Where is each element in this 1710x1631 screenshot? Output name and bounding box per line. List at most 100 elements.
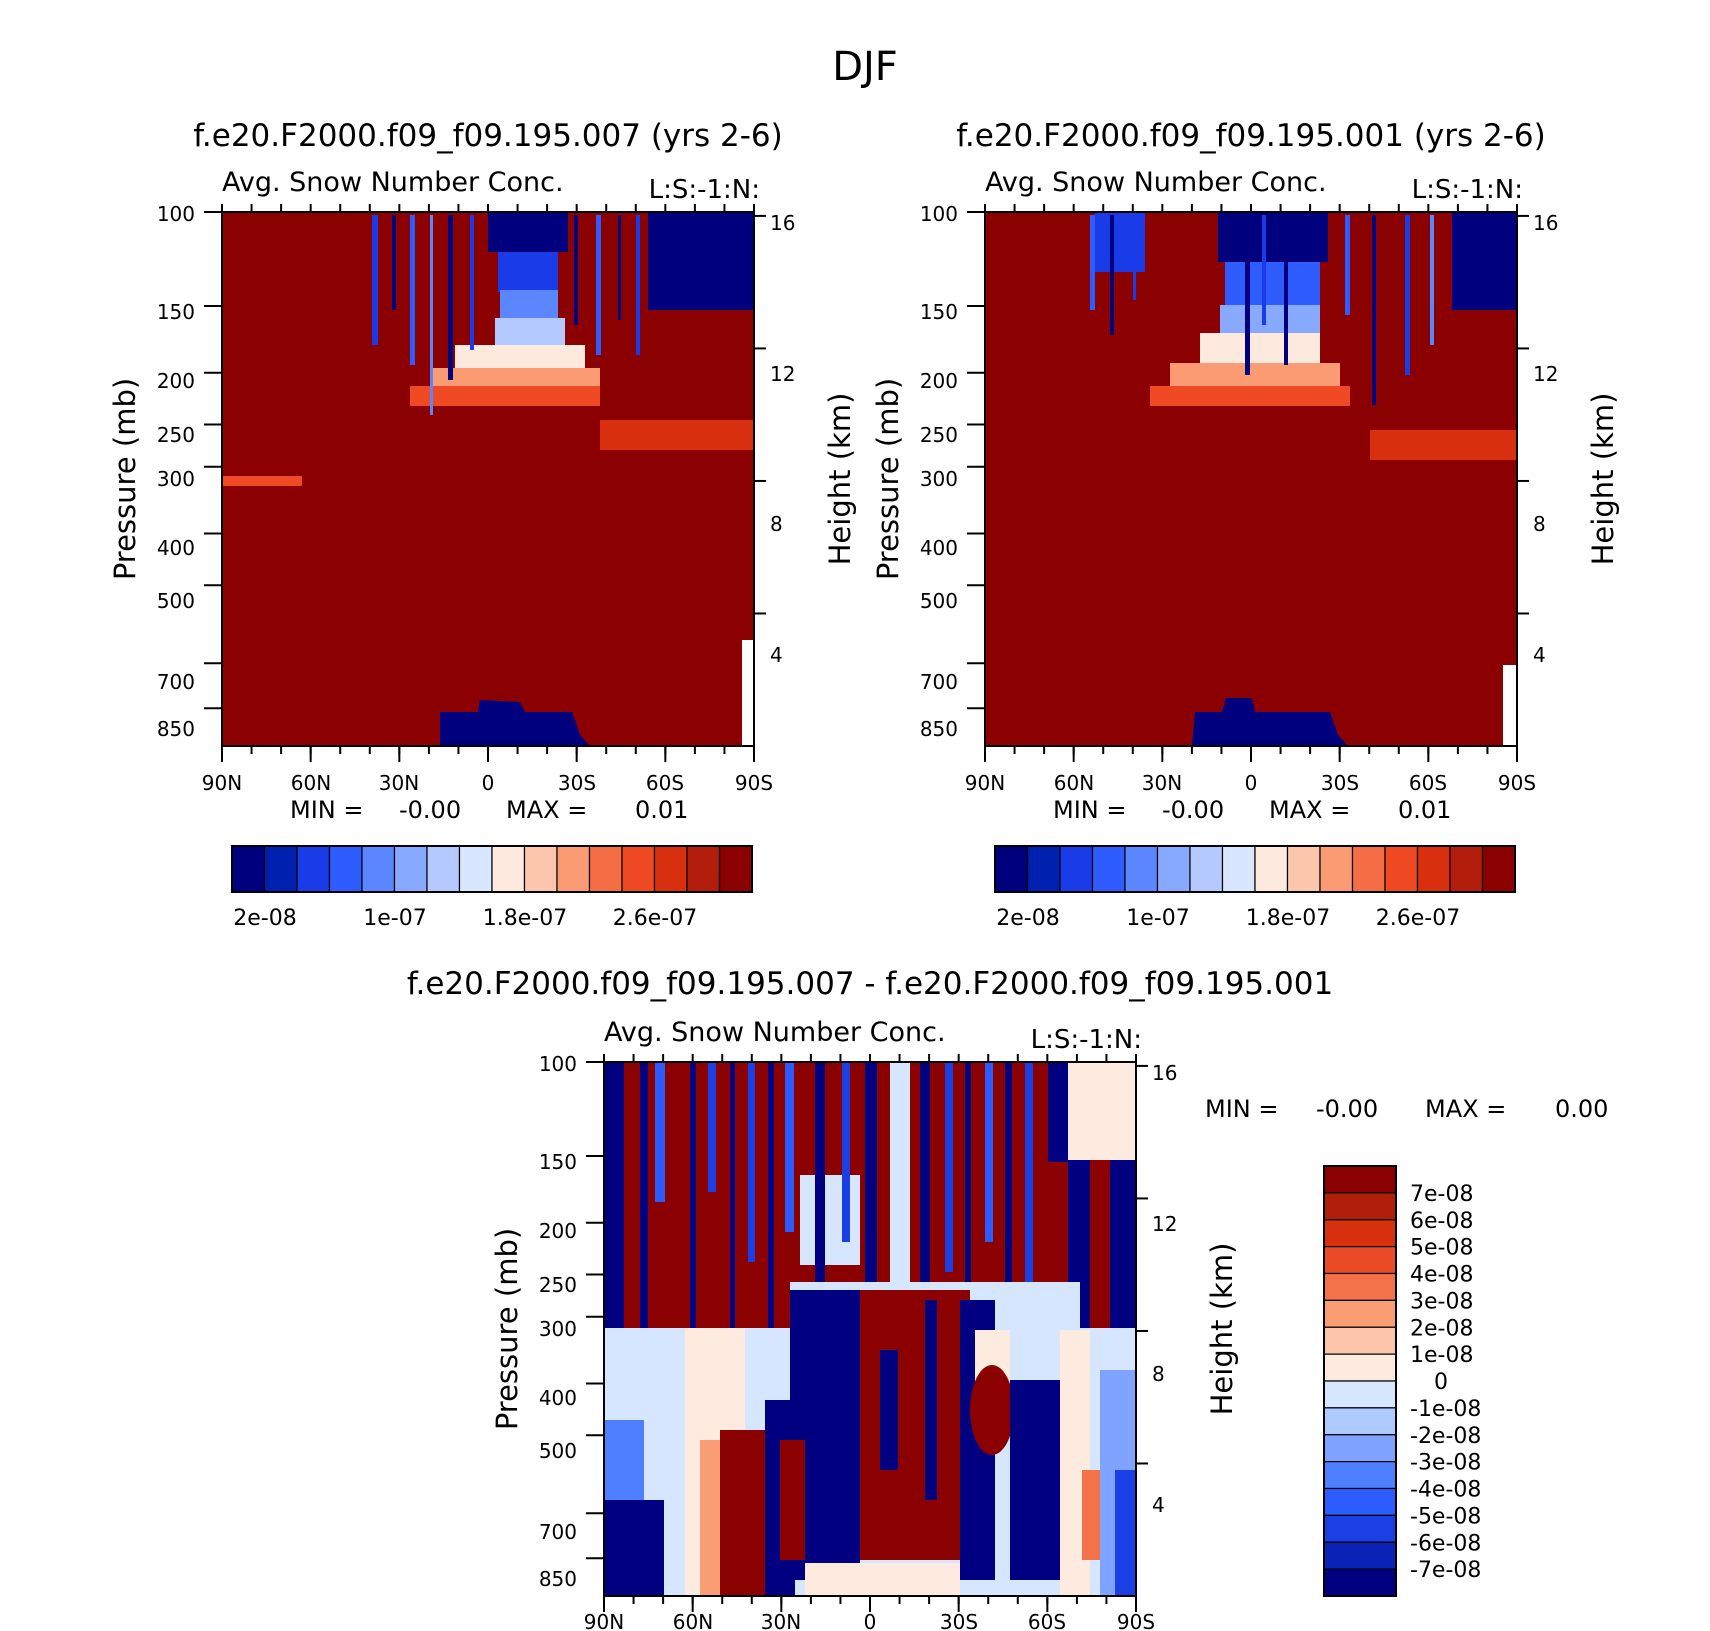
x-tick-label: 60N [291, 771, 331, 795]
y-tick-label: 500 [539, 1439, 577, 1463]
x-tick-label: 30N [379, 771, 419, 795]
y-tick-label: 150 [920, 300, 958, 324]
colorbar-swatch [523, 845, 558, 893]
y-right-tick-label: 12 [770, 362, 795, 386]
max-value: 0.01 [1398, 796, 1451, 824]
colorbar-swatch [621, 845, 656, 893]
y-right-tick-label: 12 [1533, 362, 1558, 386]
colorbar-label: 1e-07 [363, 906, 426, 931]
colorbar-swatch [491, 845, 526, 893]
y-tick-label: 100 [920, 202, 958, 226]
field-upper-blue [1095, 212, 1517, 460]
colorbar-swatch [393, 845, 428, 893]
y-right-tick-label: 12 [1152, 1212, 1177, 1236]
colorbar-swatch [556, 845, 591, 893]
colorbar-label: -7e-08 [1410, 1558, 1481, 1583]
max-label: MAX = [506, 796, 587, 824]
y-tick-label: 500 [920, 589, 958, 613]
y-tick-label: 100 [157, 202, 195, 226]
stats: MIN = -0.00 MAX = 0.00 [1205, 1095, 1608, 1123]
y-tick-label: 150 [157, 300, 195, 324]
y-right-tick-label: 4 [1152, 1493, 1165, 1517]
y-tick-label: 300 [920, 467, 958, 491]
colorbar-label: -3e-08 [1410, 1451, 1481, 1476]
x-tick-labels: 90N 60N 30N 0 30S 60S 90S [202, 771, 773, 795]
colorbar-label: 2e-08 [996, 906, 1059, 931]
colorbar-swatch [1254, 845, 1289, 893]
colorbar-label: 7e-08 [1410, 1182, 1473, 1207]
panel-case-007: f.e20.F2000.f09_f09.195.007 (yrs 2-6) Av… [108, 118, 857, 931]
y-tick-labels: 100 150 200 250 300 400 500 700 850 [157, 202, 195, 741]
contour-field [985, 212, 1517, 746]
colorbar-swatch [1286, 845, 1321, 893]
ticks [967, 204, 1529, 762]
y-right-tick-label: 16 [770, 211, 795, 235]
colorbar-swatch [1323, 1434, 1397, 1463]
colorbar-swatch [588, 845, 623, 893]
y-tick-label: 250 [157, 423, 195, 447]
colorbar-label: -2e-08 [1410, 1424, 1481, 1449]
y-tick-label: 400 [539, 1386, 577, 1410]
y-right-tick-label: 4 [770, 643, 783, 667]
x-tick-label: 30S [940, 1610, 978, 1631]
min-value: -0.00 [399, 796, 461, 824]
colorbar-label: 1.8e-07 [1246, 906, 1330, 931]
y-tick-label: 500 [157, 589, 195, 613]
x-tick-label: 30N [761, 1610, 801, 1631]
y-right-tick-labels: 16 12 8 4 [770, 211, 795, 667]
panel-subtitle: Avg. Snow Number Conc. [222, 167, 564, 198]
y-tick-label: 700 [157, 670, 195, 694]
x-tick-label: 60N [1054, 771, 1094, 795]
colorbar-label: 0 [1434, 1370, 1448, 1395]
colorbar-swatch [1384, 845, 1419, 893]
x-tick-label: 90N [584, 1610, 624, 1631]
max-value: 0.00 [1555, 1095, 1608, 1123]
x-tick-label: 90N [202, 771, 242, 795]
y-axis-label: Pressure (mb) [490, 1228, 524, 1430]
colorbar-label: 3e-08 [1410, 1289, 1473, 1314]
y-tick-label: 850 [157, 717, 195, 741]
y-right-axis-label: Height (km) [1205, 1243, 1239, 1416]
stats: MIN = -0.00 MAX = 0.01 [1053, 796, 1451, 824]
x-tick-label: 0 [864, 1610, 877, 1631]
max-label: MAX = [1425, 1095, 1506, 1123]
field-upper-band [604, 1062, 1136, 1328]
x-tick-label: 60S [1409, 771, 1447, 795]
field-lower-band [604, 1290, 1136, 1596]
max-value: 0.01 [635, 796, 688, 824]
max-label: MAX = [1269, 796, 1350, 824]
colorbar-labels: 7e-086e-085e-084e-083e-082e-081e-080-1e-… [1410, 1182, 1481, 1583]
min-value: -0.00 [1162, 796, 1224, 824]
colorbar-swatch [1323, 1272, 1397, 1301]
corner-label: L:S:-1:N: [1031, 1025, 1142, 1055]
y-right-tick-label: 8 [1152, 1362, 1165, 1386]
x-tick-label: 90S [1498, 771, 1536, 795]
colorbar-label: 1.8e-07 [483, 906, 567, 931]
colorbar-label: 5e-08 [1410, 1236, 1473, 1261]
colorbar-label: 1e-08 [1410, 1343, 1473, 1368]
colorbar-swatch [1323, 1487, 1397, 1516]
y-tick-labels: 100 150 200 250 300 400 500 700 850 [920, 202, 958, 741]
colorbar [994, 845, 1516, 893]
ticks [586, 1054, 1148, 1612]
field-lower-blue [440, 700, 590, 746]
colorbar-swatch [1323, 1192, 1397, 1221]
panel-subtitle: Avg. Snow Number Conc. [985, 167, 1327, 198]
colorbar-swatch [1416, 845, 1451, 893]
colorbar-swatch [1449, 845, 1484, 893]
y-tick-labels: 100 150 200 250 300 400 500 700 850 [539, 1052, 577, 1591]
colorbar-swatch [1323, 1326, 1397, 1355]
colorbar-swatch [1323, 1299, 1397, 1328]
y-axis-label: Pressure (mb) [108, 378, 142, 580]
colorbar-swatch [1091, 845, 1126, 893]
colorbar [231, 845, 753, 893]
colorbar-frame [1323, 1165, 1397, 1597]
y-right-tick-label: 16 [1152, 1061, 1177, 1085]
colorbar-swatch [1323, 1461, 1397, 1490]
colorbar-swatch [1323, 1165, 1397, 1194]
colorbar-label: 2e-08 [1410, 1316, 1473, 1341]
colorbar-swatch [1323, 1219, 1397, 1248]
colorbar-swatch [1323, 1380, 1397, 1409]
colorbar-label: 4e-08 [1410, 1263, 1473, 1288]
